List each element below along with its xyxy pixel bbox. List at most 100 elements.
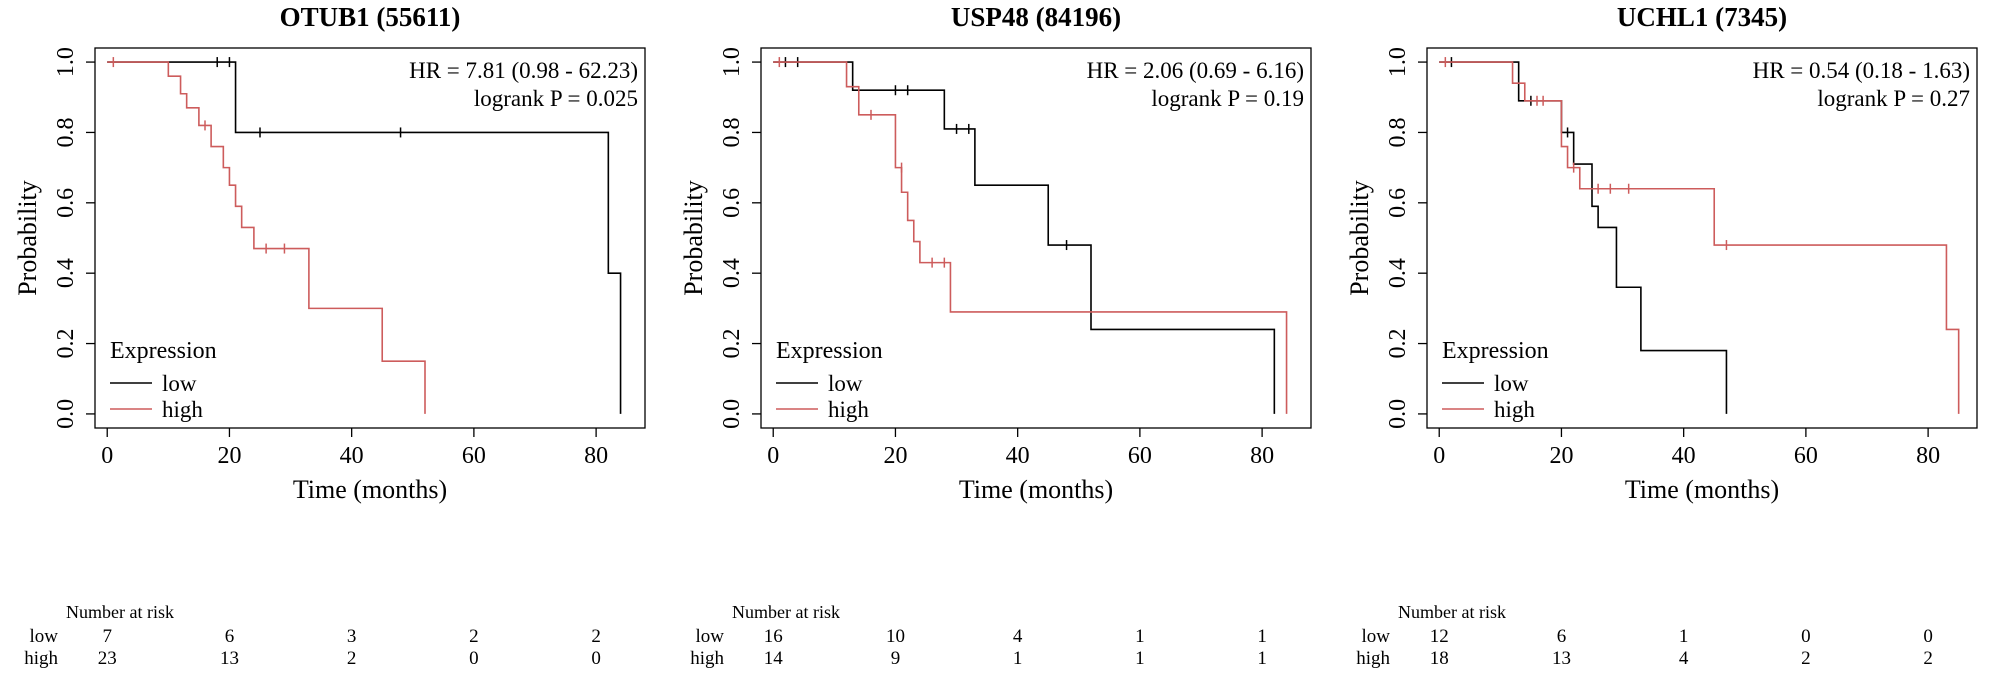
- risk-row-label-low: low: [696, 626, 725, 647]
- x-tick-label: 20: [217, 443, 241, 469]
- hr-annotation: HR = 7.81 (0.98 - 62.23): [409, 58, 638, 83]
- y-tick-label: 0.6: [53, 188, 79, 218]
- risk-row-label-high: high: [1356, 648, 1390, 669]
- risk-count-high: 9: [891, 648, 901, 669]
- risk-count-low: 0: [1801, 626, 1811, 647]
- y-tick-label: 0.4: [53, 258, 79, 288]
- risk-count-low: 2: [591, 626, 601, 647]
- y-tick-label: 0.8: [719, 117, 745, 147]
- km-panel-uchl1: UCHL1 (7345) 0 20 40 60 80 0.0 0.2 0.4 0.6 0.8 1.0…: [1332, 0, 1998, 695]
- risk-row-label-low: low: [30, 626, 59, 647]
- km-panel-usp48: USP48 (84196) 0 20 40 60 80 0.0 0.2 0.4 0.6 0.8 1.…: [666, 0, 1332, 695]
- y-tick-label: 0.2: [1385, 329, 1411, 359]
- x-tick-label: 80: [1250, 443, 1274, 469]
- hr-annotation: HR = 2.06 (0.69 - 6.16): [1087, 58, 1304, 83]
- risk-count-high: 0: [591, 648, 601, 669]
- risk-count-low: 1: [1257, 626, 1267, 647]
- y-axis-title: Probability: [1345, 180, 1374, 296]
- legend-label-low: low: [162, 371, 197, 396]
- legend-title: Expression: [776, 338, 883, 364]
- y-tick-label: 1.0: [53, 47, 79, 77]
- risk-count-high: 23: [98, 648, 117, 669]
- risk-count-low: 1: [1135, 626, 1145, 647]
- risk-count-low: 16: [764, 626, 783, 647]
- y-tick-label: 1.0: [719, 47, 745, 77]
- risk-count-high: 2: [347, 648, 357, 669]
- logrank-annotation: logrank P = 0.19: [1151, 86, 1304, 111]
- risk-count-high: 4: [1679, 648, 1689, 669]
- risk-count-low: 0: [1923, 626, 1933, 647]
- chart-title: USP48 (84196): [950, 2, 1122, 32]
- survival-curve-high: [107, 61, 426, 414]
- y-tick-label: 0.2: [53, 329, 79, 359]
- risk-count-high: 2: [1801, 648, 1811, 669]
- x-tick-label: 40: [340, 443, 364, 469]
- risk-count-low: 10: [886, 626, 905, 647]
- hr-annotation: HR = 0.54 (0.18 - 1.63): [1753, 58, 1970, 83]
- legend-label-low: low: [1494, 371, 1529, 396]
- risk-count-high: 13: [220, 648, 239, 669]
- x-tick-label: 60: [1128, 443, 1152, 469]
- x-tick-label: 80: [1916, 443, 1940, 469]
- x-tick-label: 80: [584, 443, 608, 469]
- y-tick-label: 0.8: [53, 117, 79, 147]
- risk-count-low: 1: [1679, 626, 1689, 647]
- y-axis-title: Probability: [679, 180, 708, 296]
- y-tick-label: 0.4: [719, 258, 745, 288]
- risk-count-low: 3: [347, 626, 357, 647]
- risk-count-high: 14: [764, 648, 784, 669]
- risk-count-low: 4: [1013, 626, 1023, 647]
- y-tick-label: 0.2: [719, 329, 745, 359]
- x-tick-label: 20: [1549, 443, 1573, 469]
- x-tick-label: 60: [1794, 443, 1818, 469]
- risk-count-high: 1: [1013, 648, 1023, 669]
- chart-title: UCHL1 (7345): [1616, 2, 1788, 32]
- legend-title: Expression: [110, 338, 217, 364]
- survival-curve-high: [1439, 61, 1960, 414]
- risk-count-high: 13: [1552, 648, 1571, 669]
- risk-table-title: Number at risk: [1398, 602, 1506, 622]
- risk-count-low: 7: [102, 626, 112, 647]
- logrank-annotation: logrank P = 0.025: [474, 86, 638, 111]
- risk-count-high: 18: [1430, 648, 1449, 669]
- y-tick-label: 0.6: [1385, 188, 1411, 218]
- x-axis-title: Time (months): [1625, 475, 1779, 504]
- x-tick-label: 0: [101, 443, 113, 469]
- risk-count-low: 6: [225, 626, 235, 647]
- km-panel-otub1: OTUB1 (55611) 0 20 40 60 80 0.0 0.2 0.4 0.6 0.8 1.…: [0, 0, 666, 695]
- km-chart-svg: 0 20 40 60 80 0.0 0.2 0.4 0.6 0.8 1.0 Time (months)…: [679, 47, 1312, 669]
- x-tick-label: 0: [1433, 443, 1445, 469]
- x-tick-label: 60: [462, 443, 486, 469]
- risk-table-title: Number at risk: [732, 602, 840, 622]
- risk-row-label-low: low: [1362, 626, 1391, 647]
- x-axis-title: Time (months): [293, 475, 447, 504]
- y-tick-label: 0.0: [719, 399, 745, 429]
- risk-count-low: 12: [1430, 626, 1449, 647]
- y-tick-label: 0.6: [719, 188, 745, 218]
- x-tick-label: 40: [1006, 443, 1030, 469]
- chart-title: OTUB1 (55611): [279, 2, 461, 32]
- risk-count-low: 6: [1557, 626, 1567, 647]
- risk-row-label-high: high: [24, 648, 58, 669]
- legend-title: Expression: [1442, 338, 1549, 364]
- risk-count-high: 2: [1923, 648, 1933, 669]
- plot-box: [94, 47, 646, 429]
- plot-box: [760, 47, 1312, 429]
- risk-count-high: 0: [469, 648, 479, 669]
- risk-row-label-high: high: [690, 648, 724, 669]
- logrank-annotation: logrank P = 0.27: [1817, 86, 1970, 111]
- risk-count-high: 1: [1257, 648, 1267, 669]
- x-tick-label: 0: [767, 443, 779, 469]
- y-tick-label: 0.8: [1385, 117, 1411, 147]
- risk-count-low: 2: [469, 626, 479, 647]
- survival-curve-low: [107, 61, 622, 414]
- x-tick-label: 40: [1672, 443, 1696, 469]
- legend-label-low: low: [828, 371, 863, 396]
- x-tick-label: 20: [883, 443, 907, 469]
- survival-curve-high: [773, 61, 1288, 414]
- x-axis-title: Time (months): [959, 475, 1113, 504]
- legend-label-high: high: [828, 397, 869, 422]
- legend-label-high: high: [162, 397, 203, 422]
- y-tick-label: 0.0: [1385, 399, 1411, 429]
